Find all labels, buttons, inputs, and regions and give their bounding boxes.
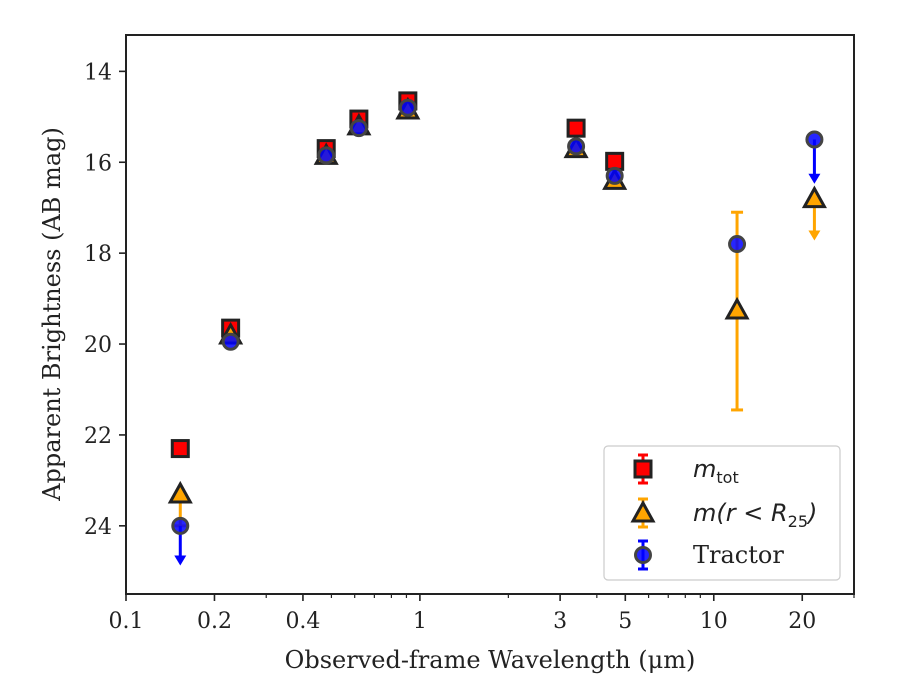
upper-limit-arrow-head <box>808 173 821 184</box>
circle-marker <box>398 98 417 117</box>
circle-marker <box>221 332 240 351</box>
legend-square-marker <box>633 459 653 479</box>
x-tick-label: 0.2 <box>197 609 232 634</box>
legend-box <box>603 445 841 581</box>
x-tick-label: 3 <box>553 609 567 634</box>
circle-marker <box>728 235 747 254</box>
data-markers <box>167 91 827 535</box>
upper-limit-arrow-head <box>174 555 187 566</box>
legend-circle-marker <box>634 546 652 564</box>
x-tick-label: 0.4 <box>285 609 320 634</box>
triangle-marker <box>724 296 750 320</box>
triangle-marker <box>167 480 193 504</box>
legend: mtot m(r < R25) Tractor <box>603 445 841 581</box>
legend-label-2: Tractor <box>693 541 784 569</box>
x-axis-label: Observed-frame Wavelength (μm) <box>285 646 696 674</box>
x-tick-label: 5 <box>618 609 632 634</box>
circle-marker <box>567 137 586 156</box>
circle-marker <box>605 166 624 185</box>
legend-label-1: m(r < R25) <box>693 499 817 531</box>
axis-ticks: 0.1 0.2 0.4 1 3 5 10 20 14 16 18 20 22 24 <box>84 60 855 634</box>
y-tick-label: 18 <box>84 242 112 267</box>
square-marker <box>566 118 586 138</box>
upper-limit-arrow-head <box>808 230 821 241</box>
x-tick-label: 1 <box>413 609 427 634</box>
y-tick-label: 22 <box>84 424 112 449</box>
circle-marker <box>317 146 336 165</box>
y-tick-label: 16 <box>84 151 112 176</box>
y-tick-label: 20 <box>84 333 112 358</box>
plot-frame <box>125 34 855 595</box>
triangle-marker <box>801 185 827 209</box>
square-marker <box>170 439 190 459</box>
legend-label-0: mtot <box>693 455 739 487</box>
y-axis-label: Apparent Brightness (AB mag) <box>38 127 66 502</box>
x-tick-label: 0.1 <box>109 609 144 634</box>
legend-triangle-marker <box>630 499 656 523</box>
circle-marker <box>349 119 368 138</box>
circle-marker <box>805 130 824 149</box>
circle-marker <box>171 516 190 535</box>
y-tick-label: 24 <box>84 515 112 540</box>
x-tick-label: 10 <box>700 609 728 634</box>
x-tick-label: 20 <box>788 609 816 634</box>
y-tick-label: 14 <box>84 60 112 85</box>
